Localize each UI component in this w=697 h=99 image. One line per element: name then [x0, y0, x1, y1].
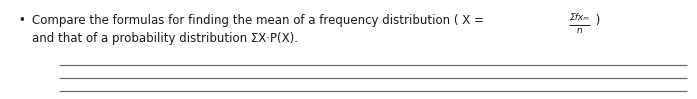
- Text: n: n: [576, 26, 583, 35]
- Text: ): ): [592, 14, 601, 27]
- Text: and that of a probability distribution ΣX·P(X).: and that of a probability distribution Σ…: [32, 32, 298, 45]
- Text: Compare the formulas for finding the mean of a frequency distribution ( X =: Compare the formulas for finding the mea…: [32, 14, 488, 27]
- Text: Σfxₘ: Σfxₘ: [569, 13, 590, 22]
- Text: •: •: [19, 14, 25, 27]
